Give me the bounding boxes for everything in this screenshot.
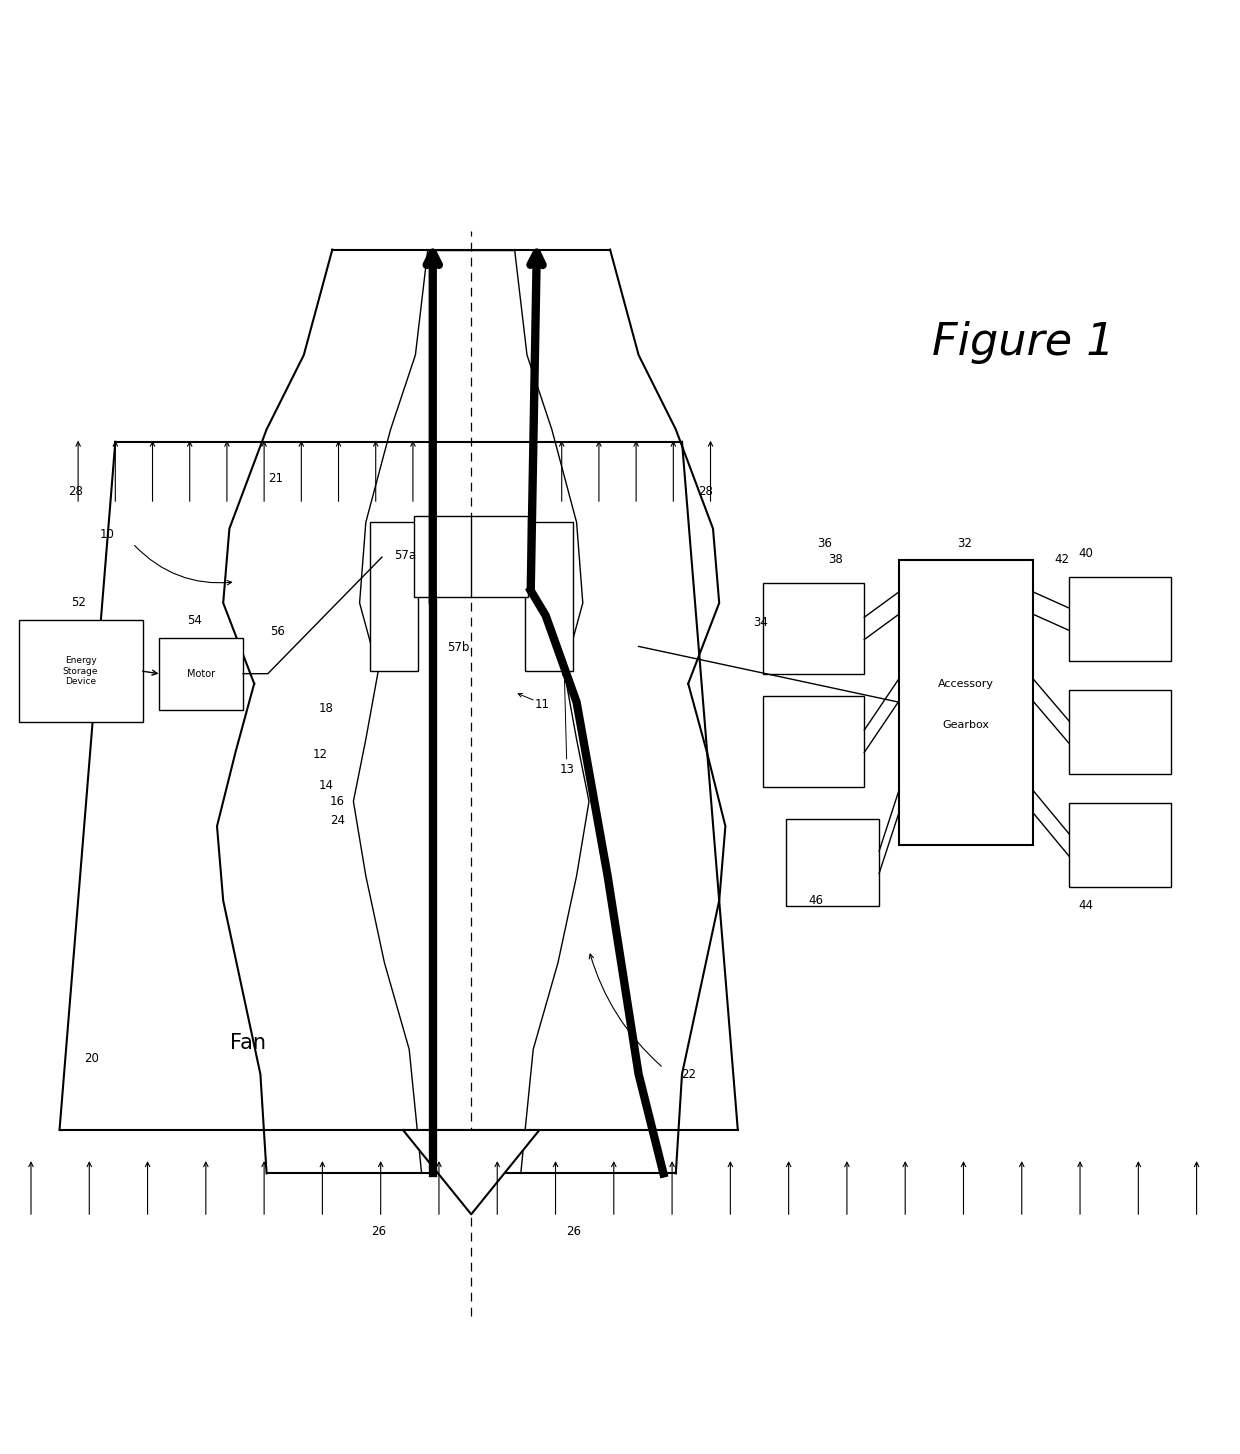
Bar xyxy=(1069,577,1171,662)
Bar xyxy=(159,638,243,710)
Text: Energy
Storage
Device: Energy Storage Device xyxy=(63,656,98,686)
Text: 26: 26 xyxy=(567,1226,582,1239)
Text: 52: 52 xyxy=(71,596,86,609)
Bar xyxy=(786,819,879,906)
Text: 57a: 57a xyxy=(394,550,417,563)
Text: 11: 11 xyxy=(534,698,549,711)
Text: 26: 26 xyxy=(371,1226,386,1239)
Text: 32: 32 xyxy=(957,537,972,550)
Text: 24: 24 xyxy=(330,813,345,826)
Text: Gearbox: Gearbox xyxy=(942,720,990,730)
Text: 13: 13 xyxy=(559,763,574,775)
Bar xyxy=(414,516,528,596)
Text: 28: 28 xyxy=(698,484,713,497)
Text: 44: 44 xyxy=(1079,899,1094,912)
Text: 10: 10 xyxy=(99,528,114,541)
Text: Figure 1: Figure 1 xyxy=(931,321,1115,364)
Text: 12: 12 xyxy=(312,747,327,760)
Bar xyxy=(899,560,1033,845)
Bar xyxy=(1069,689,1171,774)
Text: 36: 36 xyxy=(817,537,832,550)
Text: 54: 54 xyxy=(187,614,202,627)
Bar xyxy=(19,621,143,723)
Bar xyxy=(763,696,864,787)
Text: Accessory: Accessory xyxy=(937,679,994,689)
Text: 21: 21 xyxy=(268,473,283,486)
Text: Fan: Fan xyxy=(229,1034,267,1053)
Text: 16: 16 xyxy=(330,795,345,808)
Text: 14: 14 xyxy=(319,779,334,792)
Text: 34: 34 xyxy=(753,616,768,630)
Text: 57b: 57b xyxy=(448,641,470,654)
Bar xyxy=(370,522,418,672)
Bar xyxy=(1069,803,1171,887)
Text: 56: 56 xyxy=(270,625,285,638)
Text: 38: 38 xyxy=(828,553,843,566)
Text: 28: 28 xyxy=(68,484,83,497)
Polygon shape xyxy=(403,1130,539,1214)
Text: 18: 18 xyxy=(319,702,334,715)
Text: 20: 20 xyxy=(84,1051,99,1064)
Text: 46: 46 xyxy=(808,894,823,907)
Bar xyxy=(525,522,573,672)
Bar xyxy=(763,583,864,673)
Text: Motor: Motor xyxy=(187,669,215,679)
Text: 42: 42 xyxy=(1054,553,1069,566)
Text: 22: 22 xyxy=(681,1067,696,1080)
Text: 40: 40 xyxy=(1079,547,1094,560)
